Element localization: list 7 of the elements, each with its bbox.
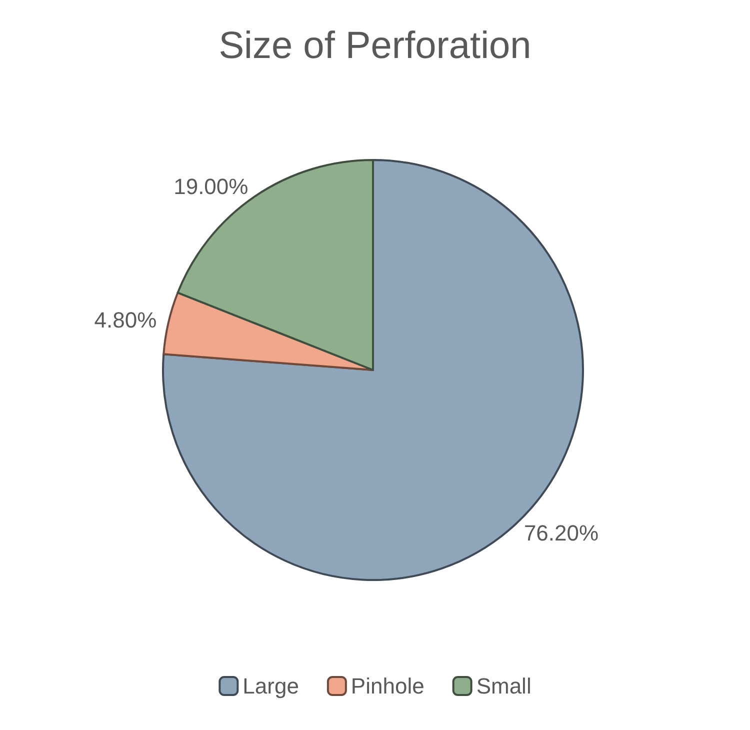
data-label: 4.80% [94, 308, 157, 333]
data-label: 76.20% [524, 520, 599, 546]
legend-label: Large [242, 674, 299, 698]
data-label: 19.00% [174, 174, 248, 199]
legend-label: Pinhole [350, 674, 424, 698]
legend-label: Small [476, 674, 532, 698]
chart-title: Size of Perforation [218, 25, 532, 67]
